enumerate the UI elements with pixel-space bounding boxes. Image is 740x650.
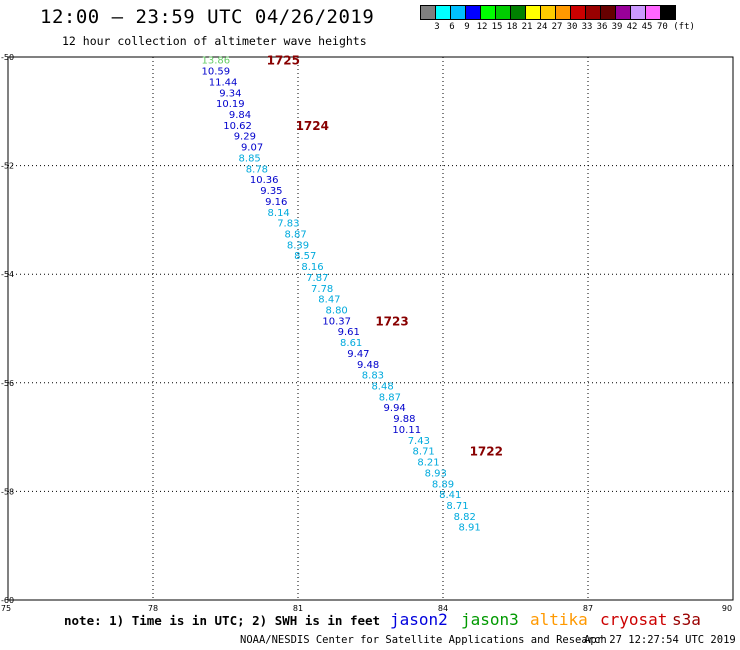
scale-label: 15	[491, 22, 503, 32]
swh-value-label: 8.80	[326, 305, 348, 316]
scale-label: 33	[581, 22, 593, 32]
swh-value-label: 8.21	[417, 458, 439, 469]
scale-label: 45	[641, 22, 653, 32]
plot-frame	[7, 56, 734, 601]
scale-label: 21	[521, 22, 533, 32]
y-tick-label: -54	[1, 270, 14, 279]
x-tick-label: 78	[148, 604, 158, 613]
timestamp: Apr 27 12:27:54 UTC 2019	[584, 634, 736, 646]
swh-value-label: 9.61	[338, 327, 360, 338]
swh-value-label: 8.91	[458, 523, 480, 534]
swh-value-label: 10.19	[216, 99, 245, 110]
swh-value-label: 8.57	[294, 251, 316, 262]
swh-value-label: 8.71	[446, 501, 468, 512]
x-tick-label: 75	[1, 604, 11, 613]
x-tick-label: 90	[722, 604, 732, 613]
swh-value-label: 8.83	[362, 371, 384, 382]
swh-value-label: 8.87	[379, 392, 401, 403]
swh-value-label: 8.85	[239, 153, 261, 164]
legend-jason3: jason3	[461, 610, 519, 629]
swh-value-label: 9.29	[234, 132, 256, 143]
scale-label: 18	[506, 22, 518, 32]
x-tick-label: 84	[438, 604, 448, 613]
scale-label: 9	[464, 22, 470, 32]
scale-label: 27	[551, 22, 563, 32]
swh-value-label: 8.87	[284, 229, 306, 240]
swh-value-label: 9.16	[265, 197, 287, 208]
pass-number-label: 1723	[375, 314, 408, 328]
scale-label: 24	[536, 22, 548, 32]
footnote: note: 1) Time is in UTC; 2) SWH is in fe…	[64, 613, 381, 628]
scale-label: 36	[596, 22, 608, 32]
swh-value-label: 9.84	[229, 110, 251, 121]
pass-number-label: 1725	[267, 54, 300, 68]
y-tick-label: -50	[1, 53, 14, 62]
swh-value-label: 8.71	[413, 447, 435, 458]
credit-line: NOAA/NESDIS Center for Satellite Applica…	[240, 634, 607, 646]
scale-label: 39	[611, 22, 623, 32]
swh-value-label: 8.47	[318, 295, 340, 306]
swh-value-label: 9.47	[347, 349, 369, 360]
swh-value-label: 7.43	[408, 436, 430, 447]
legend-s3a: s3a	[672, 610, 701, 629]
swh-value-label: 8.16	[301, 262, 323, 273]
scale-swatch	[660, 5, 676, 20]
y-tick-label: -58	[1, 487, 14, 496]
swh-value-label: 13.86	[202, 56, 231, 67]
swh-value-label: 8.61	[340, 338, 362, 349]
swh-value-label: 8.89	[432, 479, 454, 490]
swh-value-label: 9.35	[260, 186, 282, 197]
swh-value-label: 9.48	[357, 360, 379, 371]
legend-cryosat: cryosat	[600, 610, 668, 629]
swh-value-label: 9.34	[219, 88, 241, 99]
swh-value-label: 10.11	[392, 425, 421, 436]
swh-value-label: 7.87	[306, 273, 328, 284]
swh-value-label: 8.41	[439, 490, 461, 501]
color-scale	[420, 5, 676, 20]
scale-label: 6	[449, 22, 455, 32]
y-tick-label: -52	[1, 162, 14, 171]
scale-label: 3	[434, 22, 440, 32]
scale-label: 42	[626, 22, 638, 32]
swh-value-label: 9.94	[384, 403, 406, 414]
swh-value-label: 8.78	[246, 164, 268, 175]
swh-value-label: 8.39	[287, 240, 309, 251]
swh-value-label: 8.48	[371, 382, 393, 393]
y-tick-label: -60	[1, 596, 14, 605]
legend-jason2: jason2	[390, 610, 448, 629]
swh-value-label: 10.59	[202, 67, 231, 78]
pass-number-label: 1722	[470, 445, 503, 459]
x-tick-label: 87	[583, 604, 593, 613]
swh-value-label: 9.07	[241, 143, 263, 154]
swh-value-label: 8.14	[268, 208, 290, 219]
scale-label: 12	[476, 22, 488, 32]
pass-number-label: 1724	[296, 119, 329, 133]
swh-value-label: 10.36	[250, 175, 279, 186]
scale-label: 30	[566, 22, 578, 32]
chart-subtitle: 12 hour collection of altimeter wave hei…	[62, 34, 367, 48]
swh-value-label: 11.44	[209, 77, 238, 88]
swh-value-label: 8.93	[425, 468, 447, 479]
legend-altika: altika	[530, 610, 588, 629]
swh-value-label: 7.78	[311, 284, 333, 295]
swh-value-label: 7.83	[277, 219, 299, 230]
scale-label: 70 (ft)	[657, 22, 695, 32]
chart-title: 12:00 – 23:59 UTC 04/26/2019	[40, 6, 375, 28]
swh-value-label: 8.82	[454, 512, 476, 523]
y-tick-label: -56	[1, 379, 14, 388]
x-tick-label: 81	[293, 604, 303, 613]
swh-value-label: 10.62	[223, 121, 252, 132]
swh-value-label: 10.37	[322, 316, 351, 327]
swh-value-label: 9.88	[393, 414, 415, 425]
